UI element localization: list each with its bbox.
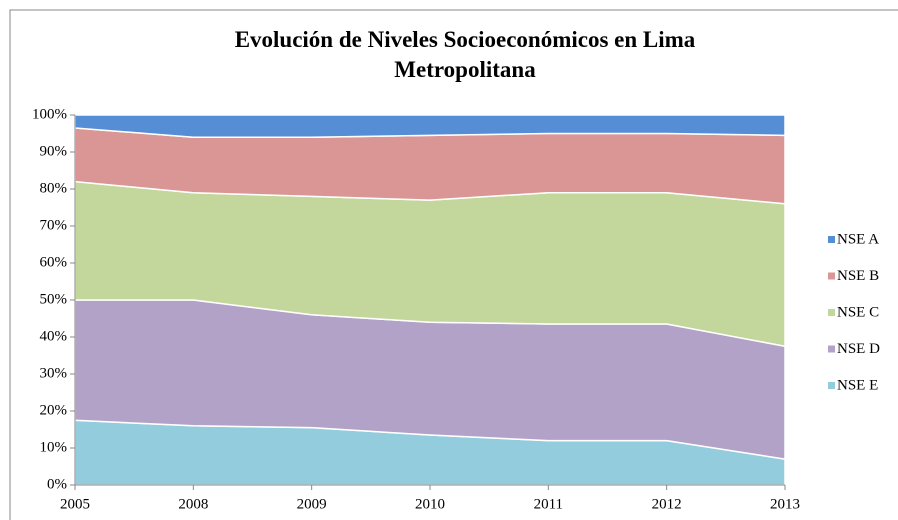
legend-swatch [828, 345, 835, 353]
y-tick-label: 40% [40, 328, 68, 344]
legend-swatch [828, 309, 835, 316]
chart-title: Evolución de Niveles Socioeconómicos en … [235, 27, 696, 82]
x-tick-label: 2008 [178, 496, 208, 512]
x-tick-label: 2012 [652, 496, 682, 512]
legend-label: NSE C [837, 304, 879, 320]
legend-swatch [828, 382, 835, 389]
x-tick-label: 2005 [60, 496, 90, 512]
y-tick-label: 70% [40, 217, 68, 233]
y-tick-label: 80% [40, 180, 68, 196]
y-tick-label: 20% [40, 402, 68, 418]
legend-label: NSE B [837, 268, 879, 284]
y-tick-label: 50% [40, 291, 68, 307]
legend-swatch [828, 272, 835, 280]
y-tick-label: 30% [40, 365, 68, 381]
y-tick-label: 10% [40, 439, 68, 455]
y-tick-label: 0% [47, 476, 67, 492]
y-tick-label: 90% [40, 143, 68, 159]
x-tick-label: 2011 [534, 496, 563, 512]
legend-label: NSE D [837, 341, 880, 357]
legend-label: NSE E [837, 377, 878, 393]
legend-swatch [828, 236, 835, 243]
legend-label: NSE A [837, 231, 879, 247]
x-tick-label: 2013 [770, 496, 800, 512]
area [74, 114, 786, 138]
x-tick-label: 2009 [297, 496, 327, 512]
y-tick-label: 100% [32, 106, 67, 122]
y-tick-label: 60% [40, 254, 68, 270]
x-tick-label: 2010 [415, 496, 445, 512]
